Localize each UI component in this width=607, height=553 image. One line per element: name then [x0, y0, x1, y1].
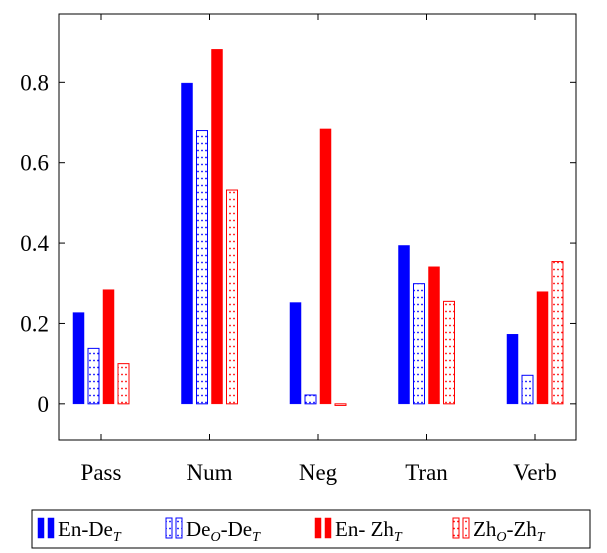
legend: En-DeT DeO-DeT En- ZhT ZhO-ZhT [31, 509, 591, 549]
legend-name-suffix-subscript: T [252, 530, 261, 545]
bar-pass-series-4 [117, 363, 130, 405]
legend-name-subscript: O [211, 530, 221, 545]
y-axis: 0 0.2 0.4 0.6 0.8 [20, 70, 576, 417]
bar-pass-series-2 [87, 347, 100, 405]
y-tick-label: 0.4 [20, 231, 49, 256]
x-category-label: Neg [299, 460, 338, 485]
x-category-label: Pass [81, 460, 122, 485]
legend-name-subscript: T [394, 530, 403, 545]
legend-entry-label: ZhO-ZhT [473, 517, 546, 545]
bar-tran-series-3 [428, 266, 440, 405]
legend-swatch-a [37, 517, 45, 539]
legend-name-suffix: -De [221, 517, 252, 541]
legend-entry-label: En- ZhT [335, 517, 403, 545]
bar-num-series-3 [211, 49, 223, 405]
bar-tran-series-4 [443, 300, 455, 405]
legend-name-subscript: T [113, 530, 122, 545]
x-category-label: Tran [405, 460, 448, 485]
y-tick-label: 0 [38, 392, 50, 417]
bar-verb-series-3 [536, 291, 549, 405]
legend-swatch-b [324, 517, 332, 539]
legend-swatch-b [462, 517, 470, 539]
y-tick-label: 0.2 [20, 311, 49, 336]
x-category-label: Verb [513, 460, 556, 485]
bar-pass-series-1 [72, 312, 85, 405]
bar-num-series-2 [196, 130, 208, 405]
legend-name-suffix-subscript: T [537, 530, 546, 545]
legend-frame [31, 509, 591, 549]
y-tick-label: 0.6 [20, 151, 49, 176]
bar-tran-series-2 [413, 283, 425, 405]
legend-swatch-a [165, 517, 173, 539]
bar-pass-series-3 [102, 289, 115, 405]
legend-name: En-De [58, 517, 113, 541]
x-axis: Pass Num Neg Tran Verb [81, 14, 557, 485]
bar-tran-series-1 [398, 245, 410, 405]
bar-neg-series-3 [319, 128, 332, 405]
bar-neg-series-2 [304, 394, 317, 405]
bars [72, 49, 564, 406]
bar-verb-series-2 [521, 374, 534, 405]
bar-num-series-1 [181, 82, 193, 405]
legend-swatch-a [452, 517, 460, 539]
legend-name-suffix: -Zh [506, 517, 537, 541]
legend-entry-label: En-DeT [58, 517, 122, 545]
y-tick-label: 0.8 [20, 70, 49, 95]
legend-swatch-b [47, 517, 55, 539]
bar-verb-series-1 [506, 334, 519, 405]
bar-neg-series-1 [289, 302, 302, 405]
legend-entry-label: DeO-DeT [186, 517, 261, 545]
legend-name-subscript: O [496, 530, 506, 545]
x-category-label: Num [187, 460, 233, 485]
legend-name: De [186, 517, 211, 541]
bar-neg-series-4 [334, 403, 347, 406]
legend-swatch-b [175, 517, 183, 539]
plot-frame [58, 13, 577, 441]
bar-verb-series-4 [551, 261, 564, 405]
bar-num-series-4 [226, 189, 238, 405]
legend-name: Zh [473, 517, 497, 541]
legend-name: En- Zh [335, 517, 394, 541]
legend-swatch-a [314, 517, 322, 539]
